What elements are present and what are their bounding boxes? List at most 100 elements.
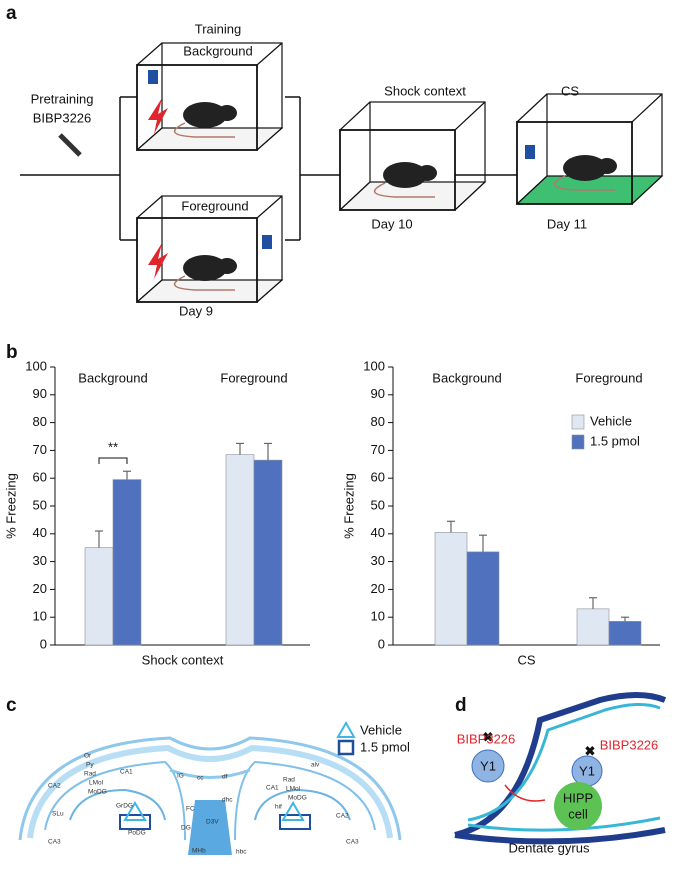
bar bbox=[608, 621, 642, 646]
drug-label: BIBP3226 bbox=[457, 731, 516, 746]
box-back bbox=[161, 195, 283, 281]
region-label: Or bbox=[84, 753, 92, 760]
box-edge bbox=[631, 93, 663, 123]
region-label: df bbox=[222, 774, 228, 781]
box-front bbox=[136, 217, 258, 303]
bar bbox=[466, 551, 500, 646]
speaker bbox=[525, 145, 535, 159]
box-edge bbox=[631, 175, 663, 205]
box-edge bbox=[516, 175, 548, 205]
mouse bbox=[597, 158, 617, 174]
legend-label: 1.5 pmol bbox=[360, 739, 410, 754]
y-tick-label: 50 bbox=[371, 497, 385, 512]
label: Training bbox=[195, 21, 241, 36]
region-label: cc bbox=[197, 775, 204, 782]
region-label: Py bbox=[86, 762, 94, 769]
panel-label: a bbox=[6, 3, 17, 24]
legend-label: Vehicle bbox=[360, 722, 402, 737]
panel-label: b bbox=[6, 342, 18, 363]
box-edge bbox=[339, 101, 371, 131]
drug-label: BIBP3226 bbox=[600, 737, 659, 752]
tail bbox=[173, 122, 235, 138]
region-label: Rad bbox=[283, 777, 295, 784]
category-label: Foreground bbox=[575, 370, 642, 385]
category-label: Foreground bbox=[220, 370, 287, 385]
region-label: D3V bbox=[206, 819, 219, 826]
box-edge bbox=[136, 127, 163, 151]
y-tick-label: 70 bbox=[33, 442, 47, 457]
tail bbox=[373, 182, 435, 198]
region-label: alv bbox=[311, 762, 320, 769]
bar bbox=[225, 454, 255, 646]
y-tick-label: 40 bbox=[33, 525, 47, 540]
x-axis-label: Shock context bbox=[142, 652, 224, 667]
panel-a bbox=[20, 42, 664, 303]
label: Pretraining bbox=[31, 91, 94, 106]
y-tick-label: 60 bbox=[371, 470, 385, 485]
region-label: LMol bbox=[286, 786, 301, 793]
region-label: CA2 bbox=[48, 783, 61, 790]
cell-label: cell bbox=[568, 806, 588, 821]
x-axis-label: CS bbox=[517, 652, 535, 667]
y-tick-label: 0 bbox=[40, 636, 47, 651]
shock bbox=[148, 98, 168, 134]
panel-label: c bbox=[6, 695, 17, 716]
box-edge bbox=[454, 181, 486, 211]
legend-label: Vehicle bbox=[590, 413, 632, 428]
y-tick-label: 20 bbox=[371, 581, 385, 596]
region-label: GrDG bbox=[116, 803, 133, 810]
region-label: CA1 bbox=[266, 785, 279, 792]
box-edge bbox=[454, 101, 486, 131]
panel-c: Vehicle 1.5 pmol Or Py Rad LMol MoDG CA1 GrDG P… bbox=[18, 720, 410, 856]
mouse bbox=[563, 155, 607, 181]
y-tick-label: 70 bbox=[371, 442, 385, 457]
label: Foreground bbox=[181, 198, 248, 213]
region-label: PoDG bbox=[128, 830, 146, 837]
box-edge bbox=[516, 93, 548, 123]
region-label: FC bbox=[186, 806, 195, 813]
y-tick-label: 80 bbox=[33, 414, 47, 429]
region-label: CA3 bbox=[48, 839, 61, 846]
region-label: LMol bbox=[89, 780, 104, 787]
syringe bbox=[58, 133, 82, 157]
y-tick-label: 30 bbox=[371, 553, 385, 568]
box-edge bbox=[136, 279, 163, 303]
region-label: MoDG bbox=[288, 795, 307, 802]
tail bbox=[553, 175, 615, 191]
y-tick-label: 100 bbox=[25, 358, 47, 373]
svg-text:✖: ✖ bbox=[483, 729, 494, 744]
region-label: hif bbox=[275, 804, 282, 811]
mouse bbox=[183, 102, 227, 128]
box-back bbox=[546, 93, 663, 177]
panel-label: d bbox=[455, 695, 467, 716]
bar bbox=[576, 608, 610, 646]
legend-swatch bbox=[571, 434, 585, 450]
box-front bbox=[516, 121, 633, 205]
region-label: CA1 bbox=[120, 769, 133, 776]
box-edge bbox=[256, 127, 283, 151]
y-tick-label: 90 bbox=[371, 386, 385, 401]
y-tick-label: 100 bbox=[363, 358, 385, 373]
bar bbox=[112, 479, 142, 646]
y-tick-label: 90 bbox=[33, 386, 47, 401]
annotation: ** bbox=[108, 439, 118, 454]
cell-label: HIPP bbox=[563, 790, 593, 805]
box-front bbox=[136, 64, 258, 151]
box-edge bbox=[339, 181, 371, 211]
region-label: dhc bbox=[222, 797, 233, 804]
y-tick-label: 60 bbox=[33, 470, 47, 485]
mouse bbox=[217, 105, 237, 121]
bar bbox=[434, 532, 468, 646]
y-tick-label: 40 bbox=[371, 525, 385, 540]
region-label: Rad bbox=[84, 771, 96, 778]
speaker bbox=[262, 235, 272, 249]
y-tick-label: 80 bbox=[371, 414, 385, 429]
y-tick-label: 20 bbox=[33, 581, 47, 596]
speaker bbox=[148, 70, 158, 84]
region-label: MHb bbox=[192, 848, 206, 855]
box-edge bbox=[256, 42, 283, 66]
panel-d: ✖ ✖ BIBP3226 BIBP3226 Y1 Y1 HIPP cell De… bbox=[454, 692, 667, 855]
label: BIBP3226 bbox=[33, 110, 92, 125]
category-label: Background bbox=[78, 370, 147, 385]
